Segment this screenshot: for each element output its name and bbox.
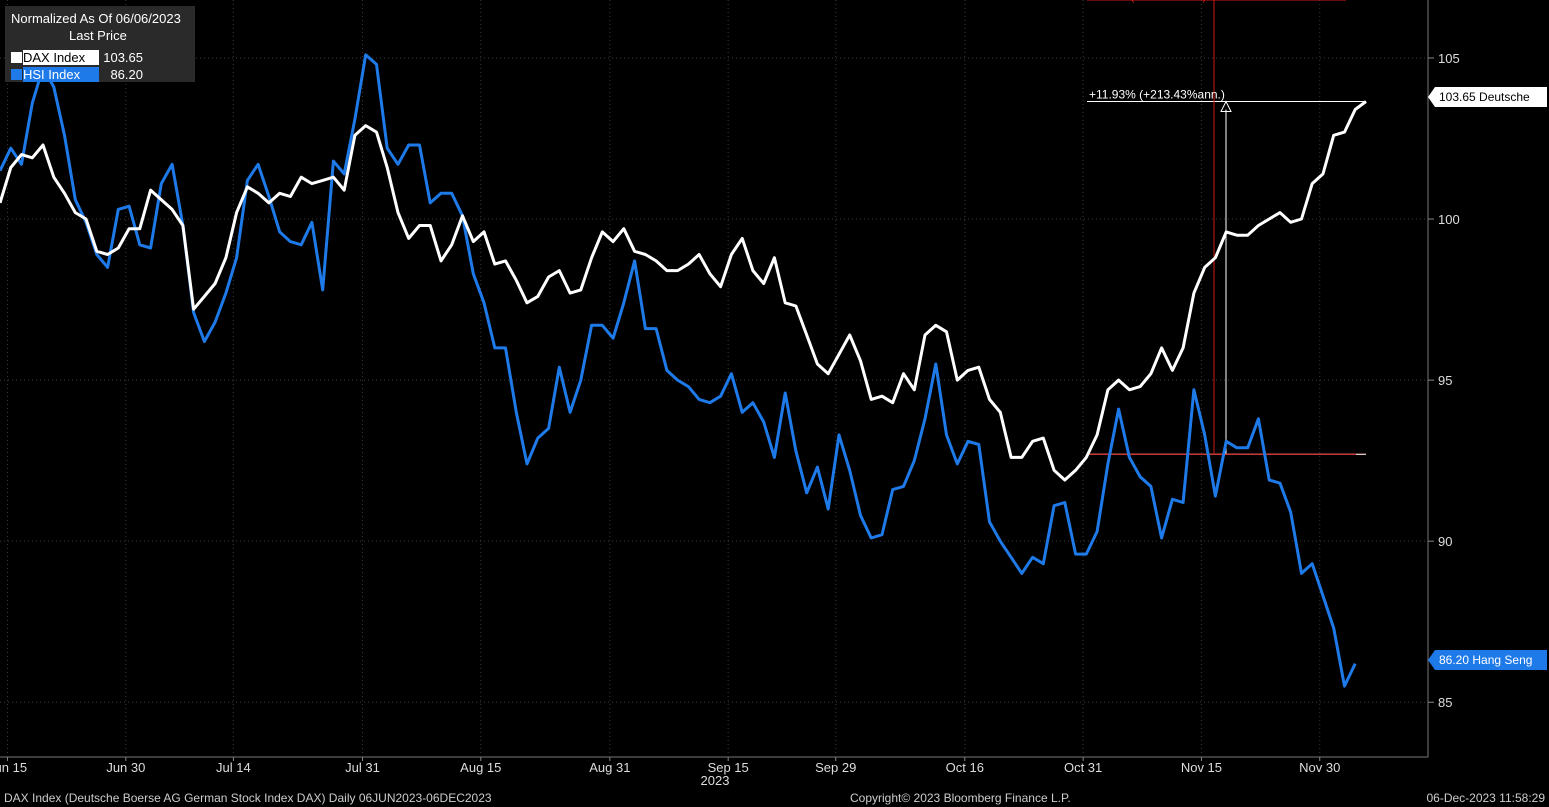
legend-value-dax: 103.65 [103,49,143,65]
legend-swatch-dax [11,51,22,63]
x-tick-label: Sep 15 [708,760,749,775]
legend-name-dax: DAX Index [23,49,99,65]
chart-legend: Normalized As Of 06/06/2023 Last Price D… [5,6,195,82]
y-axis: 85 90 95 100 105 [1428,51,1460,710]
annotation-down-label: -7.05% (-54.38%ann.) [1089,0,1206,3]
legend-item-hsi[interactable]: HSI Index 86.20 [11,66,143,82]
x-tick-label: Oct 31 [1064,760,1102,775]
annotation-up-label: +11.93% (+213.43%ann.) [1089,87,1225,101]
x-tick-label: Aug 31 [589,760,630,775]
x-tick-label: Sep 29 [815,760,856,775]
series-line-hsi [0,53,1357,688]
y-tick-label: 95 [1438,373,1452,388]
x-tick-label: Oct 16 [946,760,984,775]
legend-swatch-hsi [11,68,22,80]
y-tick-label: 100 [1438,212,1460,227]
series-lines [0,53,1367,688]
legend-subtitle: Last Price [69,28,127,43]
annotation-up-arrowhead [1220,100,1232,112]
last-price-tag-dax: 103.65 Deutsche [1428,87,1547,107]
x-year-label: 2023 [701,773,730,788]
legend-value-hsi: 86.20 [110,66,143,82]
y-tick-label: 90 [1438,534,1452,549]
x-tick-label: Aug 15 [460,760,501,775]
x-tick-label: Jul 31 [345,760,380,775]
x-tick-label: Jun 30 [106,760,145,775]
x-axis: Jun 15 Jun 30 Jul 14 Jul 31 Aug 15 Aug 31 Sep … [0,757,1340,788]
y-tick-label: 105 [1438,51,1460,66]
footer-timestamp: 06-Dec-2023 11:58:29 [1426,791,1545,805]
chart-grid [0,0,1429,758]
legend-name-hsi: HSI Index [23,66,99,82]
x-tick-label: Jun 15 [0,760,27,775]
series-line-dax [0,100,1367,482]
last-price-tag-hsi: 86.20 Hang Seng [1428,650,1547,670]
legend-item-dax[interactable]: DAX Index 103.65 [11,49,143,65]
y-tick-label: 85 [1438,695,1452,710]
x-tick-label: Jul 14 [216,760,251,775]
legend-title: Normalized As Of 06/06/2023 [11,11,181,26]
footer-security-info: DAX Index (Deutsche Boerse AG German Sto… [4,791,492,805]
change-annotations: +11.93% (+213.43%ann.) -7.05% (-54.38%ann… [1087,0,1366,455]
x-tick-label: Nov 30 [1299,760,1340,775]
x-tick-label: Nov 15 [1181,760,1222,775]
footer-copyright: Copyright© 2023 Bloomberg Finance L.P. [850,791,1071,805]
